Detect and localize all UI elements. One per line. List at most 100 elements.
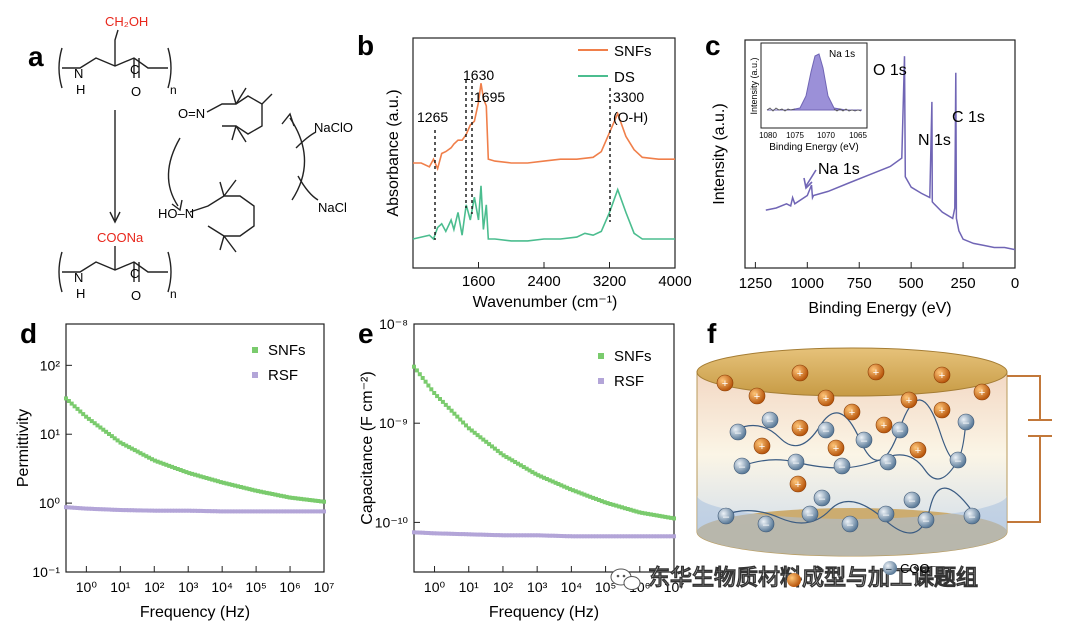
anion-ball: [801, 505, 819, 523]
atom-h-bottom: H: [76, 286, 85, 301]
data-point-snfs-e: [643, 511, 648, 516]
data-point-snfs-d: [127, 445, 132, 450]
cation-ball: [827, 439, 845, 457]
plus-sign: +: [979, 387, 985, 399]
data-point-rsf-d: [316, 509, 321, 514]
data-point-snfs-d: [175, 467, 180, 471]
data-point-snfs-e: [536, 473, 541, 478]
data-point-rsf-e: [464, 532, 468, 537]
data-point-snfs-d: [301, 497, 306, 502]
data-point-rsf-e: [443, 531, 448, 536]
minus-sign: –: [963, 417, 970, 429]
plus-sign: +: [939, 405, 945, 417]
data-point-snfs-e: [501, 453, 506, 458]
y-tick-label-d: 10⁰: [39, 495, 61, 511]
data-point-snfs-d: [253, 488, 258, 493]
anion-ball: [813, 489, 831, 507]
data-point-rsf-d: [215, 509, 220, 514]
legend-ball-orange: [787, 573, 801, 587]
data-point-snfs-e: [660, 514, 665, 519]
plus-sign: +: [722, 378, 728, 390]
legend-f-minus: –: [886, 564, 892, 575]
data-point-snfs-d: [195, 473, 200, 478]
plus-sign: +: [906, 395, 912, 407]
data-point-rsf-e: [550, 533, 555, 538]
annot-1265: 1265: [417, 109, 448, 125]
data-point-snfs-d: [322, 499, 326, 504]
data-point-rsf-e: [617, 534, 622, 539]
minus-sign: –: [839, 461, 846, 473]
xps-survey-line: [765, 56, 1016, 251]
data-point-rsf-e: [637, 534, 642, 539]
data-point-snfs-d: [104, 429, 109, 434]
minus-sign: –: [923, 515, 930, 527]
data-point-rsf-e: [669, 534, 674, 539]
data-point-rsf-e: [481, 532, 486, 537]
data-point-rsf-d: [170, 508, 175, 513]
data-point-rsf-e: [585, 534, 590, 539]
data-point-snfs-d: [218, 480, 223, 485]
data-point-rsf-d: [221, 509, 226, 514]
data-point-rsf-d: [107, 507, 111, 512]
data-point-rsf-d: [184, 508, 189, 513]
y-axis-label-e: Capacitance (F cm⁻²): [359, 371, 376, 524]
top-electrode: [696, 347, 1008, 397]
data-point-snfs-d: [247, 487, 252, 492]
annot-1630: 1630: [463, 67, 494, 83]
data-point-rsf-d: [273, 509, 278, 514]
minus-sign: –: [807, 509, 814, 521]
data-point-rsf-d: [227, 509, 232, 514]
data-point-rsf-e: [599, 534, 604, 539]
data-point-snfs-e: [599, 499, 604, 504]
data-point-rsf-d: [95, 507, 100, 512]
data-point-rsf-e: [568, 534, 572, 539]
data-point-rsf-e: [507, 533, 512, 538]
plus-sign: +: [797, 423, 803, 435]
series-snfs-e: [412, 364, 676, 521]
series-rsf-e: [412, 530, 676, 539]
x-tick-label-b: 4000: [658, 273, 691, 290]
data-point-rsf-d: [104, 507, 109, 512]
data-point-snfs-d: [279, 493, 283, 498]
data-point-snfs-e: [429, 387, 434, 392]
anion-ball: [833, 457, 851, 475]
side-group-coona: COONa: [97, 230, 144, 245]
data-point-rsf-d: [247, 509, 252, 514]
data-point-rsf-e: [573, 534, 578, 539]
data-point-snfs-e: [591, 495, 596, 500]
data-point-rsf-e: [640, 534, 645, 539]
data-point-snfs-d: [313, 498, 318, 503]
data-point-snfs-e: [449, 408, 454, 413]
data-point-snfs-d: [198, 474, 203, 479]
data-point-snfs-e: [440, 399, 445, 404]
repeat-n-bottom: n: [170, 287, 177, 301]
x-tick-label-c: 0: [1011, 275, 1019, 292]
data-point-rsf-d: [150, 508, 154, 513]
data-point-rsf-e: [521, 533, 526, 538]
data-point-rsf-d: [233, 509, 238, 514]
data-point-rsf-d: [307, 509, 312, 514]
cation-ball: [748, 387, 766, 405]
annot-3300: 3300: [613, 89, 644, 105]
x-tick-label-d: 10⁵: [245, 579, 266, 595]
data-point-rsf-e: [417, 530, 422, 535]
data-point-rsf-e: [657, 534, 662, 539]
peak-label-o1s: O 1s: [873, 62, 907, 79]
data-point-rsf-e: [461, 532, 466, 537]
data-point-rsf-d: [256, 509, 261, 514]
data-point-rsf-d: [299, 509, 304, 514]
data-point-rsf-d: [101, 507, 106, 512]
data-point-snfs-d: [98, 425, 103, 430]
legend-swatch-snfs-d: [252, 347, 258, 353]
minus-sign: –: [767, 415, 774, 427]
data-point-rsf-e: [576, 534, 581, 539]
cation-ball: [791, 419, 809, 437]
legend-label-ds: DS: [614, 69, 635, 86]
data-point-snfs-e: [455, 414, 460, 419]
inset-tick-1065: 1065: [849, 131, 867, 140]
data-point-snfs-d: [250, 487, 255, 492]
data-point-snfs-d: [210, 477, 215, 482]
data-point-snfs-d: [64, 396, 68, 401]
data-point-rsf-e: [414, 530, 419, 535]
data-point-snfs-d: [290, 495, 295, 500]
